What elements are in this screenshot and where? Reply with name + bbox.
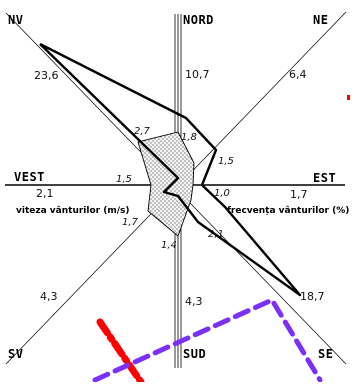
speed-value-se: 2,1 (208, 229, 224, 240)
frequency-value-sw: 4,3 (40, 290, 58, 303)
speed-value-w: 1,5 (116, 174, 132, 185)
direction-label-s: SUD (183, 347, 206, 361)
speed-value-ne: 1,5 (218, 156, 234, 167)
red-edge-mark (347, 95, 350, 100)
speed-value-sw: 1,7 (122, 217, 139, 228)
direction-label-w: VEST (14, 170, 45, 184)
frequency-value-se: 18,7 (300, 290, 325, 303)
frequency-value-s: 4,3 (185, 295, 203, 308)
wind-speed-polygon (137, 131, 195, 237)
red-dashed-annotation (96, 318, 145, 386)
direction-label-n: NORD (183, 13, 214, 27)
speed-value-nw: 2,7 (134, 126, 151, 137)
direction-label-se: SE (318, 347, 333, 361)
frequency-value-nw: 23,6 (34, 69, 59, 82)
direction-label-e: EST (313, 171, 336, 185)
direction-label-sw: SV (8, 347, 23, 361)
frequency-value-e: 1,7 (290, 188, 308, 201)
speed-value-n: 1,8 (181, 132, 197, 143)
speed-value-e: 1,0 (214, 188, 230, 199)
wind-frequency-polygon (39, 42, 302, 297)
frequency-value-w: 2,1 (36, 187, 54, 200)
purple-dashed-annotation (92, 296, 323, 383)
speed-axis-label: viteza vânturilor (m/s) (16, 206, 129, 216)
frequency-value-n: 10,7 (185, 68, 210, 81)
speed-value-s: 1,4 (161, 240, 177, 251)
direction-label-ne: NE (313, 13, 328, 27)
frequency-axis-label: frecvența vânturilor (%) (227, 206, 349, 216)
direction-label-nw: NV (8, 13, 23, 27)
frequency-value-ne: 6,4 (289, 68, 307, 81)
